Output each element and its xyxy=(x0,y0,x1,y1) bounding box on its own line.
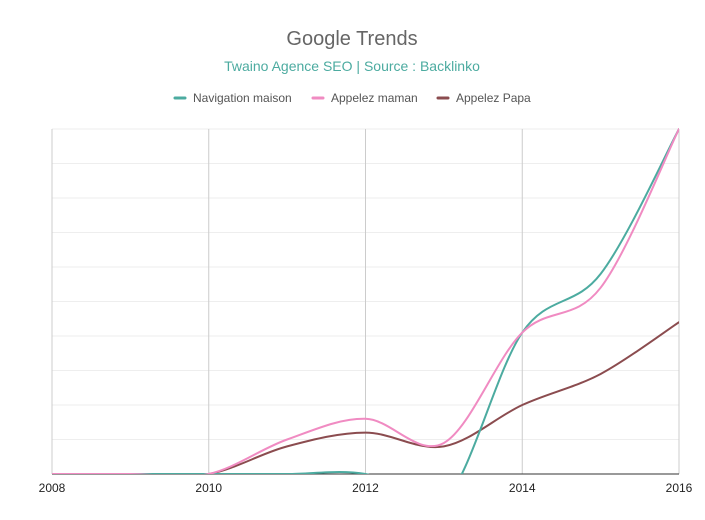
legend-label: Appelez Papa xyxy=(456,91,531,105)
legend-label: Navigation maison xyxy=(193,91,292,105)
chart-title: Google Trends xyxy=(286,28,417,50)
x-tick-label: 2014 xyxy=(509,481,536,495)
legend-label: Appelez maman xyxy=(331,91,418,105)
legend: Navigation maison Appelez maman Appelez Pa… xyxy=(173,91,531,105)
series-line-appelez-maman xyxy=(52,128,679,474)
series-line-navigation-maison xyxy=(52,128,679,474)
series-lines xyxy=(52,128,679,474)
chart-subtitle: Twaino Agence SEO | Source : Backlinko xyxy=(224,58,480,74)
x-tick-label: 2008 xyxy=(39,481,66,495)
x-tick-label: 2016 xyxy=(666,481,693,495)
grid xyxy=(51,128,680,475)
x-tick-label: 2012 xyxy=(352,481,379,495)
x-axis-ticks: 2008 2010 2012 2014 2016 xyxy=(39,481,693,495)
series-line-appelez-papa xyxy=(52,321,679,474)
x-tick-label: 2010 xyxy=(195,481,222,495)
